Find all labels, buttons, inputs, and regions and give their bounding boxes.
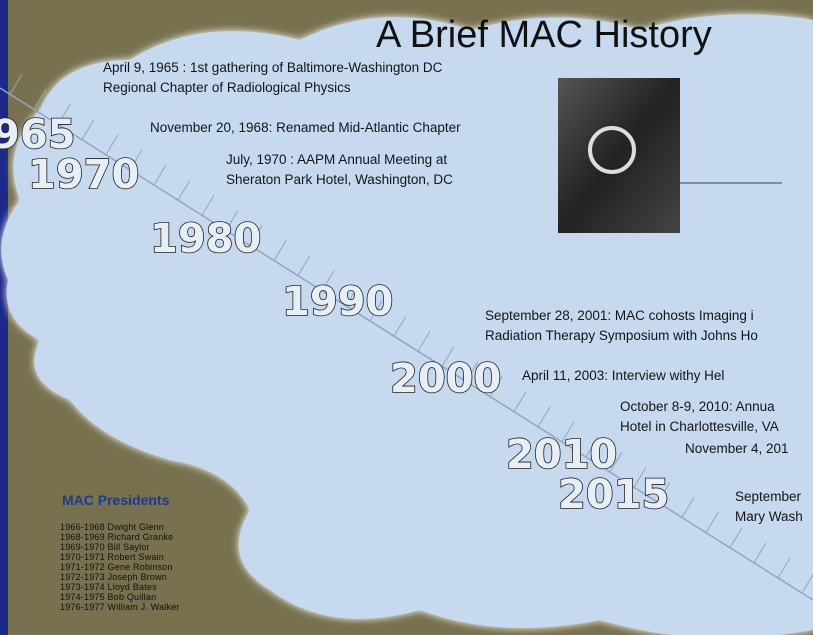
presidents-heading: MAC Presidents	[62, 492, 169, 508]
event-text: July, 1970 : AAPM Annual Meeting at	[226, 150, 447, 170]
event-text: Regional Chapter of Radiological Physics	[103, 78, 351, 98]
event-text: Radiation Therapy Symposium with Johns H…	[485, 326, 758, 346]
title: A Brief MAC History	[376, 14, 712, 57]
event-text: October 8-9, 2010: Annua	[620, 397, 775, 417]
year-label: 2000	[390, 356, 501, 402]
event-text: April 9, 1965 : 1st gathering of Baltimo…	[103, 58, 442, 78]
slide: 965197019801990200020102015 A Brief MAC …	[0, 0, 813, 635]
photo	[558, 78, 680, 233]
event-text: Hotel in Charlottesville, VA	[620, 417, 779, 437]
left-bar	[0, 0, 8, 635]
event-text: November 4, 201	[685, 439, 789, 459]
event-text: November 20, 1968: Renamed Mid-Atlantic …	[150, 118, 461, 138]
event-text: Sheraton Park Hotel, Washington, DC	[226, 170, 453, 190]
event-text: April 11, 2003: Interview withy Hel	[522, 366, 724, 386]
year-label: 2015	[558, 472, 669, 518]
timeline-tick	[10, 74, 22, 94]
event-text: Mary Wash	[735, 507, 803, 527]
year-label: 1970	[28, 152, 139, 198]
event-text: September	[735, 487, 801, 507]
president-row: 1976-1977 William J. Walker	[60, 603, 180, 613]
year-label: 1990	[282, 279, 393, 325]
year-label: 1980	[150, 216, 261, 262]
event-text: September 28, 2001: MAC cohosts Imaging …	[485, 306, 754, 326]
